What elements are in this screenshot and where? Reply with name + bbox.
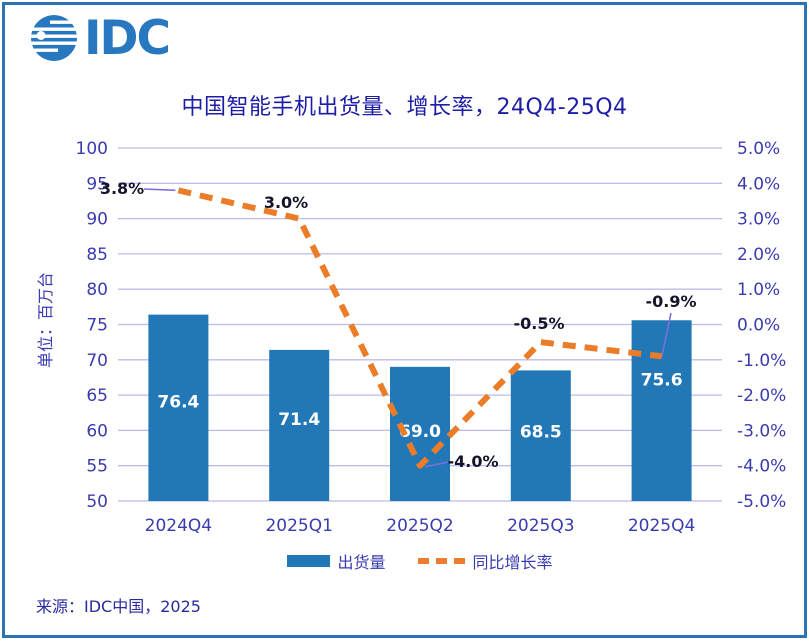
callout-leader-line (143, 188, 176, 192)
right-axis-tick: -4.0% (737, 457, 786, 477)
left-axis-tick: 60 (86, 421, 108, 441)
right-axis-tick: 4.0% (737, 174, 780, 194)
bar-value-label: 76.4 (157, 393, 199, 413)
x-axis-label: 2025Q3 (507, 516, 574, 536)
right-axis-tick: -5.0% (737, 492, 786, 512)
x-axis-label: 2025Q4 (628, 516, 695, 536)
left-axis-tick: 95 (86, 174, 108, 194)
right-axis-tick: 0.0% (737, 316, 780, 336)
bar-2025Q3 (510, 370, 571, 501)
growth-value-label: -4.0% (447, 452, 498, 471)
right-axis-tick: 3.0% (737, 210, 780, 230)
callout-leader-line (660, 312, 672, 358)
right-axis-tick: 5.0% (737, 139, 780, 159)
left-axis-tick: 50 (86, 492, 108, 512)
legend-item-shipments: 出货量 (287, 549, 386, 573)
left-axis-tick: 55 (86, 457, 108, 477)
left-axis-tick: 100 (76, 139, 108, 159)
growth-value-label: -0.5% (513, 314, 564, 333)
bar-2024Q4 (148, 314, 209, 501)
growth-value-label: 3.8% (100, 179, 144, 198)
legend-swatch-dashed-line-icon (417, 558, 466, 564)
x-axis-label: 2025Q1 (265, 516, 332, 536)
idc-logo: IDC (28, 10, 171, 66)
left-axis-tick: 90 (86, 210, 108, 230)
bar-value-label: 69.0 (399, 422, 441, 442)
callout-leader-line (424, 461, 450, 468)
x-axis-label: 2024Q4 (145, 516, 212, 536)
bar-2025Q2 (390, 366, 450, 501)
chart-title: 中国智能手机出货量、增长率，24Q4-25Q4 (181, 95, 628, 120)
legend-label-growth: 同比增长率 (472, 553, 553, 572)
source-note: 来源：IDC中国，2025 (36, 597, 201, 616)
idc-logo-text: IDC (84, 10, 171, 66)
right-axis-tick: 1.0% (737, 280, 780, 300)
legend-item-growth: 同比增长率 (417, 549, 553, 573)
left-axis-tick: 80 (86, 280, 108, 300)
growth-value-label: -0.9% (645, 292, 696, 311)
x-axis-label: 2025Q2 (386, 516, 453, 536)
left-axis-tick: 70 (86, 351, 108, 371)
bar-2025Q1 (269, 349, 330, 501)
right-axis-tick: -3.0% (737, 421, 786, 441)
left-axis-tick: 65 (86, 386, 108, 406)
bar-value-label: 75.6 (641, 370, 683, 390)
y-axis-title: 单位：百万台 (36, 271, 55, 369)
right-axis-tick: -1.0% (737, 351, 786, 371)
legend-label-shipments: 出货量 (337, 553, 386, 572)
growth-value-label: 3.0% (264, 193, 308, 212)
left-axis-tick: 75 (86, 316, 108, 336)
growth-line (177, 187, 662, 469)
idc-globe-icon (31, 15, 77, 61)
bar-value-label: 71.4 (278, 410, 320, 430)
bar-value-label: 68.5 (520, 422, 562, 442)
bar-2025Q4 (631, 320, 692, 501)
right-axis-tick: 2.0% (737, 245, 780, 265)
legend-swatch-bar-icon (287, 555, 331, 567)
legend: 出货量 同比增长率 (118, 549, 722, 573)
right-axis-tick: -2.0% (737, 386, 786, 406)
left-axis-tick: 85 (86, 245, 108, 265)
